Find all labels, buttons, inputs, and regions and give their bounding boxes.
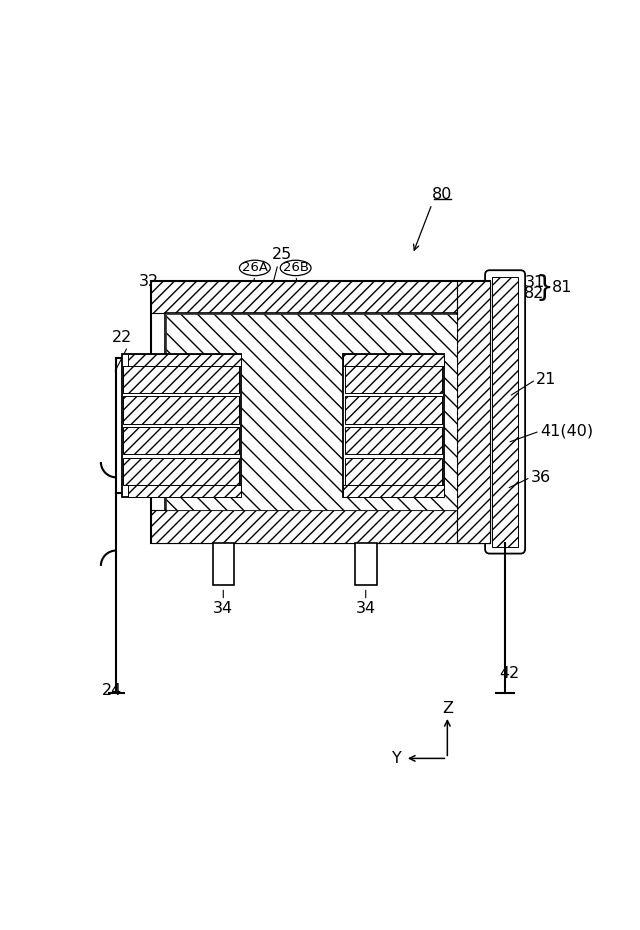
Bar <box>344 485 444 497</box>
Bar <box>345 396 442 424</box>
Bar <box>344 354 444 497</box>
Bar <box>345 458 442 485</box>
Text: 34: 34 <box>213 601 234 616</box>
Bar <box>345 365 442 393</box>
Bar <box>123 427 239 455</box>
Bar <box>164 313 458 511</box>
Bar <box>123 396 239 424</box>
Text: 42: 42 <box>499 666 519 681</box>
Ellipse shape <box>239 260 270 275</box>
Bar <box>344 354 444 365</box>
Text: 25: 25 <box>271 247 292 262</box>
Text: 41(40): 41(40) <box>540 424 593 439</box>
Bar <box>128 485 241 497</box>
Text: Z: Z <box>442 701 453 716</box>
Ellipse shape <box>280 260 311 275</box>
Text: 32: 32 <box>138 273 159 288</box>
Bar <box>344 354 444 497</box>
Text: Y: Y <box>392 751 402 766</box>
Bar <box>128 354 241 497</box>
Bar <box>122 354 241 497</box>
Bar <box>492 277 518 547</box>
Text: 23: 23 <box>143 376 163 391</box>
Bar <box>151 281 490 543</box>
Text: 31: 31 <box>524 275 545 290</box>
Bar <box>166 314 456 510</box>
Bar <box>458 281 490 543</box>
Text: 22: 22 <box>111 330 132 345</box>
Text: 36: 36 <box>531 470 550 485</box>
Text: 26A: 26A <box>242 261 268 274</box>
Bar <box>212 543 234 585</box>
Text: 82: 82 <box>524 286 545 300</box>
Text: 80: 80 <box>432 187 452 202</box>
Bar <box>345 427 442 455</box>
Text: }: } <box>536 274 554 302</box>
Bar <box>128 354 241 365</box>
Text: 26B: 26B <box>283 261 308 274</box>
Bar <box>123 365 239 393</box>
Text: 21: 21 <box>536 372 556 387</box>
Text: 24: 24 <box>102 684 122 698</box>
Bar <box>151 511 490 543</box>
Bar <box>355 543 376 585</box>
FancyBboxPatch shape <box>485 271 525 553</box>
Bar <box>151 281 490 313</box>
Bar <box>123 458 239 485</box>
Text: 81: 81 <box>552 281 573 296</box>
Text: 34: 34 <box>356 601 376 616</box>
